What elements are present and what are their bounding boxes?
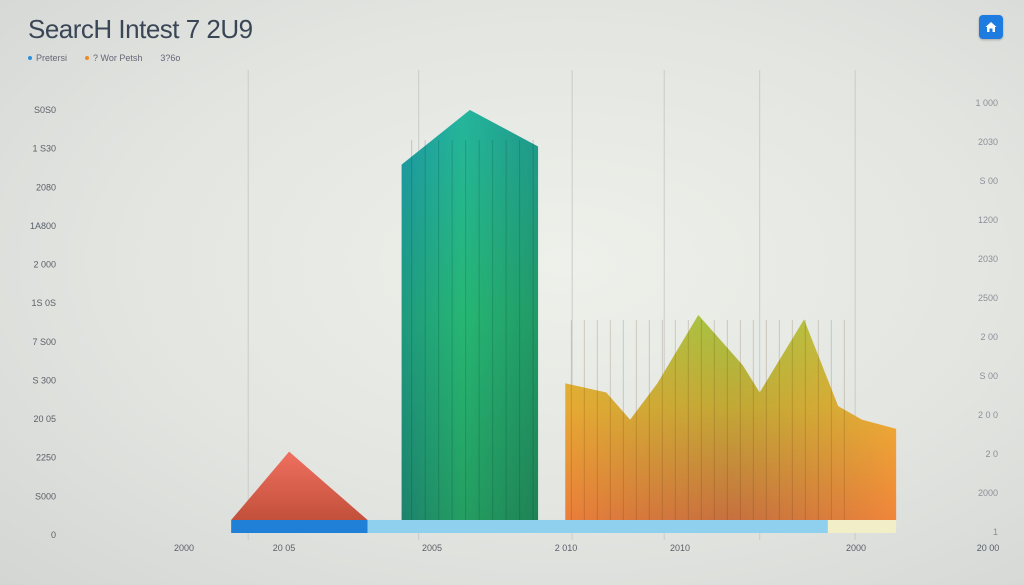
x-tick-label: 2000: [174, 543, 194, 553]
y-tick-label-right: 2000: [978, 488, 998, 498]
legend-label: ? Wor Petsh: [93, 53, 143, 63]
baseline-seg-lightblue: [367, 520, 828, 533]
y-tick-label-right: S 00: [979, 176, 998, 186]
legend-label: 3?6o: [160, 53, 181, 63]
marks-layer: [231, 110, 897, 533]
y-tick-label-right: S 00: [979, 371, 998, 381]
legend: Pretersi ? Wor Petsh 3?6o: [28, 53, 180, 63]
y-tick-label-right: 1: [993, 527, 998, 537]
legend-entry: ? Wor Petsh: [85, 53, 142, 63]
y-tick-label-left: 2250: [36, 453, 56, 463]
y-tick-label-right: 2 00: [980, 332, 998, 342]
y-tick-label-left: S000: [35, 491, 56, 501]
y-tick-label-left: 7 S00: [32, 337, 56, 347]
baseline-seg-cream: [827, 520, 897, 533]
y-tick-label-left: 1A800: [30, 221, 56, 231]
legend-swatch: [85, 56, 90, 60]
x-tick-label: 2005: [422, 543, 442, 553]
y-tick-label-right: 2 0 0: [978, 410, 998, 420]
y-tick-label-left: S0S0: [34, 105, 56, 115]
legend-label: Pretersi: [36, 53, 68, 63]
x-tick-label: 20 00: [977, 543, 1000, 553]
y-tick-label-right: 1200: [978, 215, 998, 225]
x-tick-label: 2010: [670, 543, 690, 553]
y-tick-label-right: 1 000: [975, 98, 998, 108]
y-tick-label-left: 20 05: [33, 414, 56, 424]
legend-entry: Pretersi: [28, 53, 67, 63]
y-tick-label-right: 2 0: [985, 449, 998, 459]
chart-title: SearcH Intest 7 2U9: [28, 14, 253, 44]
y-tick-label-right: 2030: [978, 254, 998, 264]
tall-bar-shade: [401, 110, 539, 520]
peak-mountain-mark: [231, 451, 368, 520]
home-icon: [985, 22, 997, 32]
x-tick-label: 2000: [846, 543, 866, 553]
legend-swatch: [28, 56, 32, 60]
home-button[interactable]: [979, 15, 1003, 39]
y-tick-label-left: 2080: [36, 182, 56, 192]
y-tick-label-left: 2 000: [33, 260, 56, 270]
baseline-seg-blue: [231, 520, 368, 533]
legend-entry: 3?6o: [160, 53, 180, 63]
x-tick-label: 2 010: [555, 543, 578, 553]
ridge-bar-shade: [565, 315, 897, 520]
y-tick-label-left: 1 S30: [32, 144, 56, 154]
y-tick-label-left: S 300: [32, 375, 56, 385]
x-tick-label: 20 05: [273, 543, 296, 553]
y-tick-label-left: 0: [51, 530, 56, 540]
y-tick-label-right: 2030: [978, 137, 998, 147]
y-tick-label-right: 2500: [978, 293, 998, 303]
y-tick-label-left: 1S 0S: [31, 298, 56, 308]
